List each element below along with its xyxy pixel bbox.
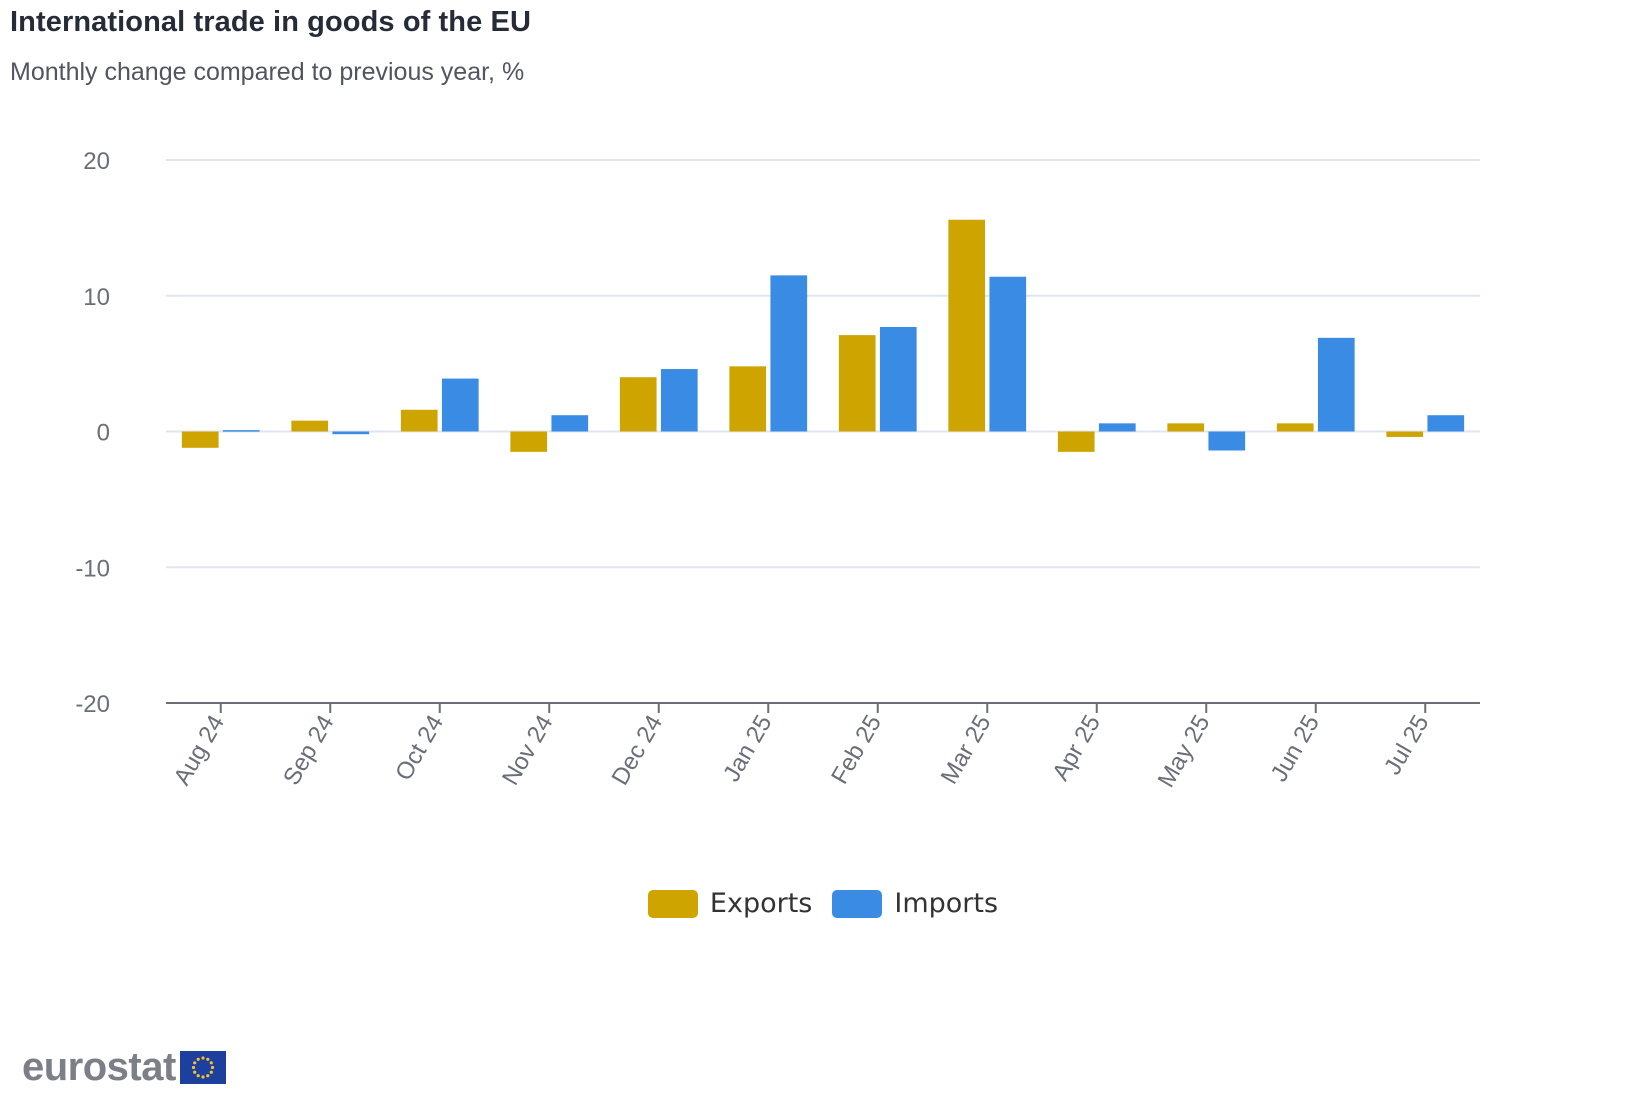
x-tick-label: Oct 24 — [390, 711, 449, 786]
bar-imports-may-25[interactable] — [1208, 431, 1246, 451]
bar-imports-mar-25[interactable] — [989, 276, 1027, 432]
bar-exports-jun-25[interactable] — [1276, 423, 1314, 432]
bars — [181, 219, 1465, 452]
y-tick-label: -10 — [75, 555, 110, 582]
bar-exports-may-25[interactable] — [1167, 423, 1205, 432]
legend-label-exports: Exports — [709, 888, 813, 919]
bar-exports-apr-25[interactable] — [1057, 431, 1095, 452]
x-tick-label: Jun 25 — [1266, 711, 1325, 787]
y-tick-label: 10 — [83, 284, 110, 311]
bar-imports-dec-24[interactable] — [660, 369, 698, 432]
x-tick-label: Nov 24 — [497, 711, 558, 790]
x-tick-label: Sep 24 — [278, 711, 339, 790]
x-tick-label: Mar 25 — [936, 711, 997, 789]
bar-imports-aug-24[interactable] — [222, 430, 260, 432]
legend: Exports Imports — [0, 888, 1646, 919]
legend-item-imports[interactable]: Imports — [832, 888, 998, 919]
eu-flag-icon — [179, 1051, 226, 1084]
bar-exports-jan-25[interactable] — [729, 366, 767, 432]
legend-item-exports[interactable]: Exports — [647, 888, 813, 919]
x-tick-label: Apr 25 — [1047, 711, 1106, 786]
bar-imports-jun-25[interactable] — [1317, 337, 1355, 432]
bar-exports-mar-25[interactable] — [948, 219, 986, 432]
gridlines — [166, 159, 1480, 569]
bar-exports-jul-25[interactable] — [1386, 431, 1424, 437]
bar-exports-sep-24[interactable] — [291, 420, 329, 432]
bar-chart: 20 10 0 -10 -20 Aug 24 Sep 24 Oct 24 Nov 24 Dec … — [75, 148, 1480, 793]
bar-imports-oct-24[interactable] — [441, 378, 479, 432]
chart-subtitle: Monthly change compared to previous year… — [10, 58, 525, 86]
bar-imports-sep-24[interactable] — [332, 431, 370, 435]
bar-imports-apr-25[interactable] — [1098, 423, 1136, 432]
logo-text: eurostat — [22, 1045, 176, 1089]
x-tick-label: Dec 24 — [607, 711, 668, 790]
legend-label-imports: Imports — [894, 888, 999, 919]
legend-swatch-exports — [647, 889, 698, 918]
x-tick-label: Feb 25 — [826, 711, 887, 789]
chart-title: International trade in goods of the EU — [10, 6, 531, 38]
bar-exports-feb-25[interactable] — [838, 335, 876, 432]
x-tick-label: Jan 25 — [718, 711, 777, 787]
x-tick-label: May 25 — [1153, 711, 1216, 793]
y-tick-label: 0 — [97, 420, 110, 447]
bar-exports-oct-24[interactable] — [400, 409, 438, 432]
x-axis: Aug 24 Sep 24 Oct 24 Nov 24 Dec 24 Jan 25 Feb … — [166, 702, 1480, 793]
legend-swatch-imports — [832, 889, 883, 918]
bar-exports-aug-24[interactable] — [181, 431, 219, 448]
eurostat-logo: eurostat — [22, 1045, 226, 1090]
y-tick-label: -20 — [75, 691, 110, 718]
y-axis-ticks: 20 10 0 -10 -20 — [75, 148, 110, 718]
bar-imports-jul-25[interactable] — [1427, 415, 1465, 432]
bar-imports-nov-24[interactable] — [551, 415, 589, 432]
y-tick-label: 20 — [83, 148, 110, 175]
x-tick-label: Jul 25 — [1379, 711, 1434, 780]
x-tick-label: Aug 24 — [169, 711, 230, 790]
bar-imports-jan-25[interactable] — [770, 275, 808, 432]
bar-exports-nov-24[interactable] — [510, 431, 548, 452]
bar-exports-dec-24[interactable] — [619, 377, 657, 432]
bar-imports-feb-25[interactable] — [879, 326, 917, 432]
